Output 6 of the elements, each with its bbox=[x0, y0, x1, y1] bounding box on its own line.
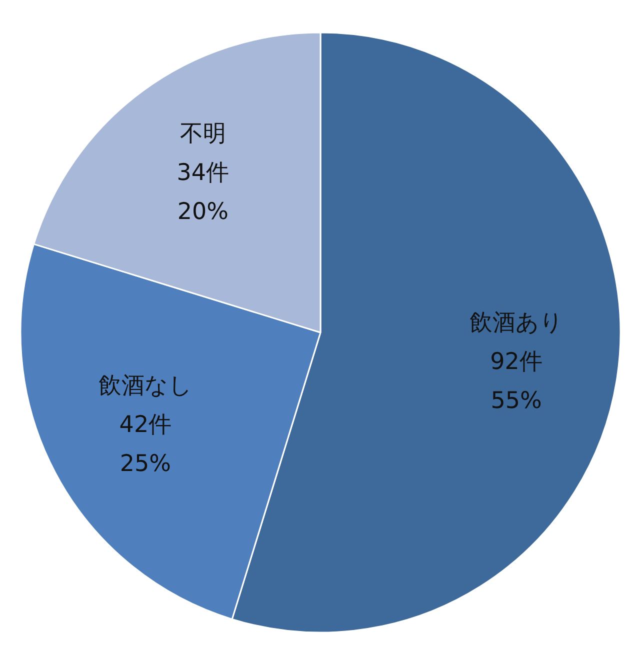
slice-label: 飲酒あり bbox=[469, 310, 564, 336]
data-label: 34件 20% bbox=[176, 160, 230, 226]
slice-label: 不明 bbox=[180, 121, 226, 148]
data-label: 42件 25% bbox=[119, 412, 172, 478]
data-label: 92件 55% bbox=[490, 349, 542, 414]
slice-label: 飲酒なし bbox=[98, 373, 192, 400]
